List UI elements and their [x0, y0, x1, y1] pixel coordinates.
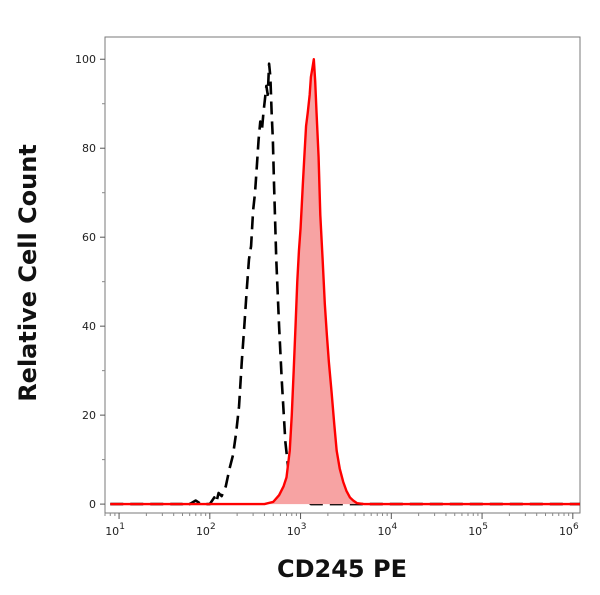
- x-tick-label-5: 106: [559, 522, 579, 538]
- x-axis-title: CD245 PE: [277, 555, 407, 583]
- y-tick-label-3: 60: [82, 231, 96, 244]
- x-tick-label-4: 105: [468, 522, 488, 538]
- y-axis-title: Relative Cell Count: [14, 144, 42, 402]
- y-tick-label-1: 20: [82, 409, 96, 422]
- y-tick-label-0: 0: [89, 498, 96, 511]
- y-tick-label-5: 100: [75, 53, 96, 66]
- plot-frame: [104, 36, 581, 514]
- x-tick-label-3: 104: [377, 522, 397, 538]
- x-tick-label-1: 102: [196, 522, 216, 538]
- y-axis: 0 20 40 60 80 100: [75, 53, 105, 511]
- series-layer: [110, 58, 580, 506]
- x-axis: 101 102 103 104 105 106: [104, 513, 579, 538]
- series-1-line: [110, 58, 580, 506]
- y-tick-label-4: 80: [82, 142, 96, 155]
- series-1-fill: [110, 59, 580, 505]
- x-tick-label-2: 103: [287, 522, 307, 538]
- series-0-line: [110, 62, 580, 506]
- x-tick-label-0: 101: [105, 522, 125, 538]
- y-tick-label-2: 40: [82, 320, 96, 333]
